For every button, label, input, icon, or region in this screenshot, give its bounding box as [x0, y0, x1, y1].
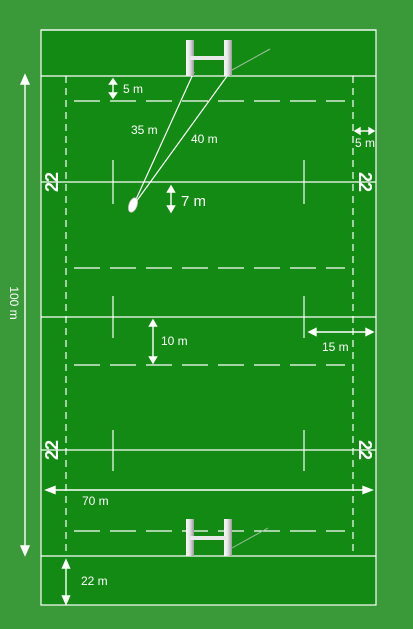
label-kick-35m: 35 m: [131, 123, 158, 137]
label-touch-15m: 15 m: [322, 340, 349, 354]
label-tee-7m: 7 m: [181, 193, 206, 210]
label-22-top-left: 22: [42, 172, 62, 192]
label-goal-5m: 5 m: [123, 82, 143, 96]
label-22-top-right: 22: [355, 172, 375, 192]
kick-line-35m: [132, 71, 195, 207]
rugby-ball: [128, 197, 138, 213]
label-halfway-10m: 10 m: [161, 334, 188, 348]
kick-line-40m: [132, 71, 231, 207]
top-goal-posts: [186, 40, 271, 76]
label-width-70m: 70 m: [82, 494, 109, 508]
label-kick-40m: 40 m: [191, 132, 218, 146]
label-touch-5m: 5 m: [355, 136, 375, 150]
label-ingoal-22m: 22 m: [81, 574, 108, 588]
label-22-bottom-left: 22: [42, 440, 62, 460]
measurement-arrows: [19, 73, 376, 606]
bottom-goal-posts: [186, 519, 269, 556]
pitch-lines: [41, 29, 376, 557]
label-22-bottom-right: 22: [355, 440, 375, 460]
label-length-100m: 100 m: [7, 286, 21, 319]
